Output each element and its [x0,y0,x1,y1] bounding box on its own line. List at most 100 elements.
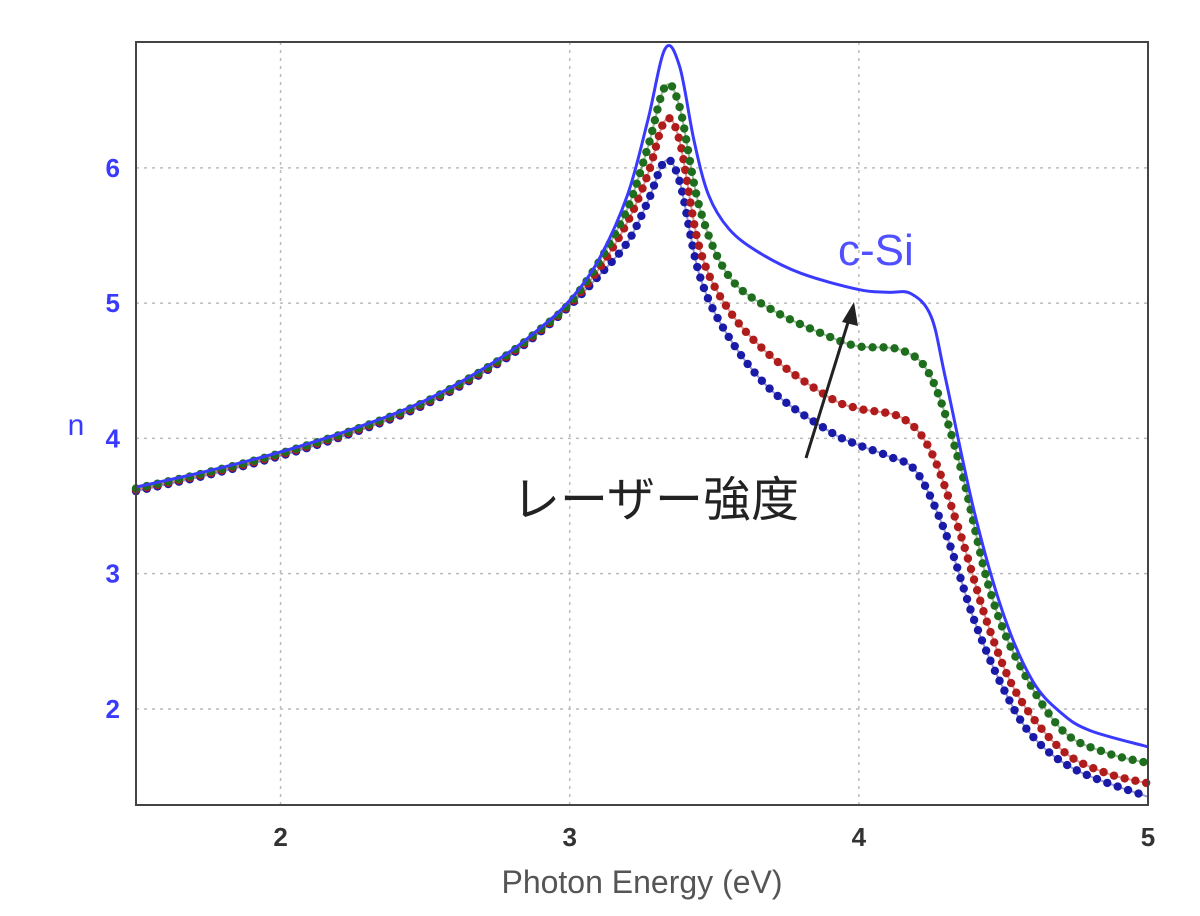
series-point [981,569,990,579]
series-point [712,251,722,261]
series-point [960,543,969,553]
series-point [717,261,727,270]
series-point [990,638,999,647]
series-point [978,559,987,568]
series-point [628,189,638,199]
series-point [635,168,645,178]
series-point [959,584,968,593]
series-point [923,440,932,449]
series-point [688,241,697,250]
series-point [700,220,710,230]
series-point [681,135,691,144]
series-point [666,156,675,166]
series-point [1099,767,1108,777]
series-point [920,481,930,490]
series-point [918,359,928,369]
series-point [997,658,1007,668]
series-point [645,163,655,173]
series-point [782,398,791,408]
series-point [1002,668,1011,678]
annotation-laser-intensity: レーザー強度 [512,474,799,527]
series-point [614,249,624,258]
series-point [940,480,949,490]
series-point [1058,726,1067,735]
series-point [692,230,701,240]
series-point [699,283,709,293]
series-point [1044,709,1053,718]
series-point [1117,753,1127,762]
series-point [1066,733,1076,742]
series-point [773,391,782,401]
series-point [1096,746,1106,756]
series-point [703,294,713,303]
series-point [962,594,972,604]
y-tick-label: 5 [106,288,120,318]
series-point [654,131,664,141]
series-point [1011,652,1020,661]
series-point [693,262,702,272]
series-point [766,304,775,314]
series-point [815,328,825,337]
series-point [747,293,756,302]
series-point [653,170,662,180]
series-point [1107,750,1116,759]
series-point [956,573,965,583]
series-point [657,160,667,170]
series-point [800,411,809,420]
series-point [809,383,818,392]
series-point [730,341,739,351]
series-point [795,319,805,329]
series-point [736,350,746,360]
series-point [620,210,630,219]
series-point [683,145,693,155]
series-point [710,282,719,291]
series-point [738,286,748,296]
y-tick-label: 3 [106,559,120,589]
series-point [957,533,966,542]
series-point [1060,748,1069,757]
series-point [972,585,982,595]
series-point [838,399,847,409]
series-point [1086,743,1095,752]
series-point [672,92,681,101]
y-tick-label: 4 [106,423,121,453]
y-tick-label: 6 [106,153,120,183]
series-point [791,371,800,380]
series-point [1036,740,1046,750]
series-point [688,209,697,218]
series-point [775,310,785,319]
series-point [727,310,737,319]
series-point [890,344,899,353]
series-point [846,340,855,349]
series-point [910,422,919,432]
series-point [1076,738,1085,748]
series-point [950,441,959,450]
series-point [1089,763,1098,773]
series-point [690,252,699,261]
series-point [721,301,731,310]
series-point [1069,754,1078,763]
series-point [908,463,917,472]
series-point [932,460,941,469]
series-point [889,453,898,463]
series-point [879,343,888,352]
series-point [818,423,828,432]
series-point [848,402,857,412]
series-point [713,313,722,323]
series-point [953,563,962,572]
series-point [697,210,706,219]
series-point [704,231,713,240]
series-point [1023,707,1033,716]
series-0 [135,44,1149,749]
annotation-arrowhead [842,302,858,326]
series-point [723,270,733,280]
x-axis-label: Photon Energy (eV) [501,864,782,900]
series-point [966,564,976,574]
series-point [621,240,630,250]
series-point [938,521,948,531]
series-point [1001,632,1011,641]
series-point [671,122,680,132]
x-tick-label: 4 [852,822,867,852]
series-point [868,445,877,455]
